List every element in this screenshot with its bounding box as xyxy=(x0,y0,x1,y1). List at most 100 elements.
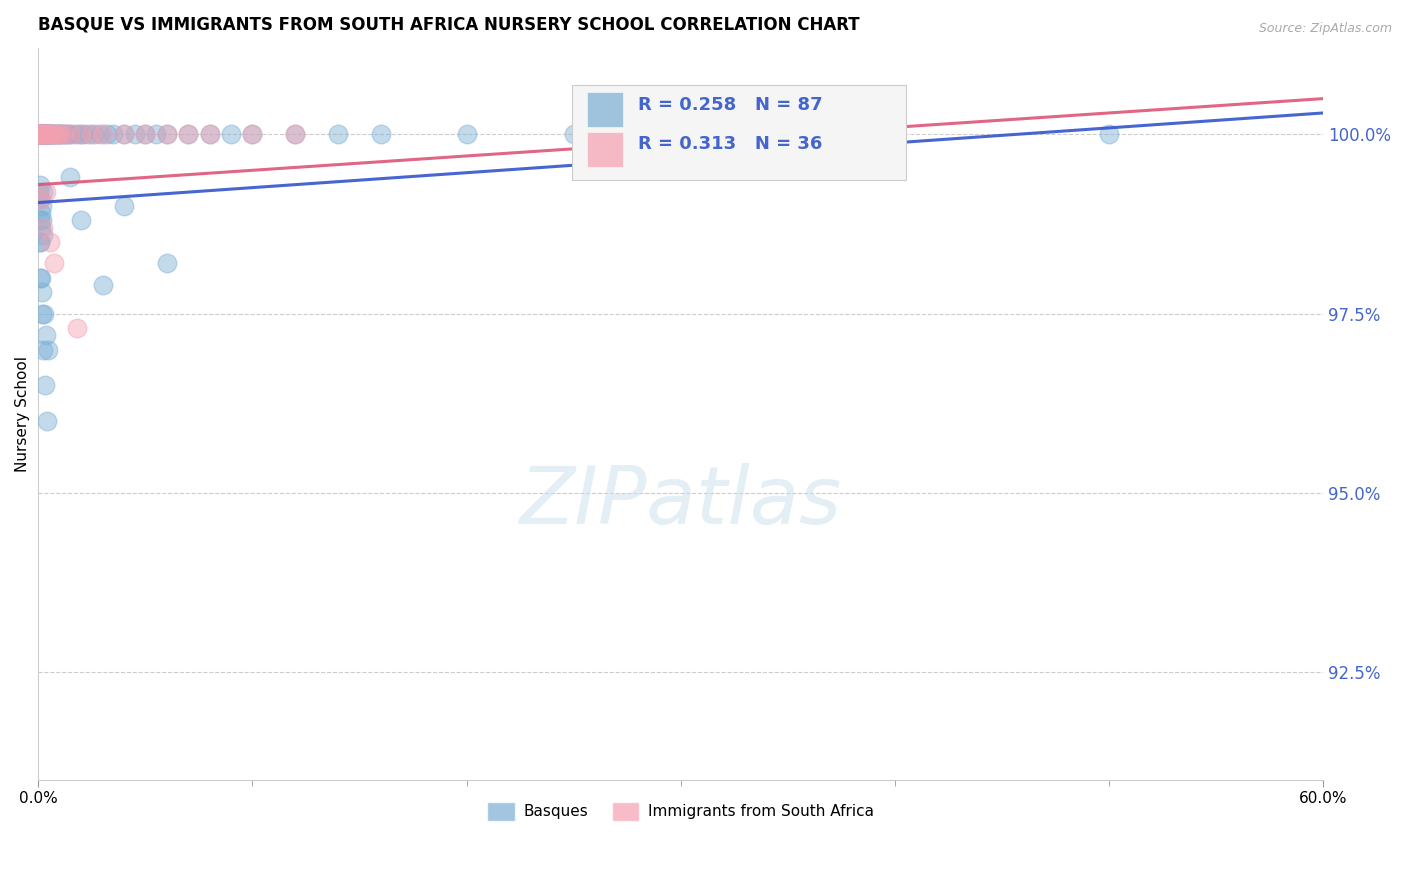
Point xyxy=(35,328,58,343)
Point xyxy=(28,213,51,227)
Point xyxy=(31,213,53,227)
Point xyxy=(42,128,65,142)
Point xyxy=(370,128,392,142)
Point xyxy=(91,128,114,142)
Point xyxy=(34,378,56,392)
Point xyxy=(30,128,52,142)
Point xyxy=(31,128,53,142)
Point xyxy=(284,128,307,142)
Point xyxy=(39,235,62,249)
Point xyxy=(177,128,200,142)
Point xyxy=(28,128,51,142)
Point xyxy=(34,128,56,142)
Point xyxy=(30,270,52,285)
Point xyxy=(35,128,58,142)
Point xyxy=(37,128,59,142)
Point xyxy=(28,128,51,142)
Point xyxy=(30,128,52,142)
Point xyxy=(51,128,73,142)
Bar xyxy=(586,132,623,167)
Point xyxy=(58,128,80,142)
Point xyxy=(198,128,221,142)
Point xyxy=(145,128,167,142)
Point xyxy=(70,128,93,142)
Point xyxy=(39,128,62,142)
Text: R = 0.313   N = 36: R = 0.313 N = 36 xyxy=(638,136,823,153)
Point xyxy=(103,128,125,142)
Point xyxy=(39,128,62,142)
Point xyxy=(198,128,221,142)
Point xyxy=(46,128,69,142)
Point xyxy=(242,128,264,142)
Point xyxy=(34,128,56,142)
Legend: Basques, Immigrants from South Africa: Basques, Immigrants from South Africa xyxy=(481,796,880,827)
Point xyxy=(30,235,52,249)
Point xyxy=(28,178,51,192)
Text: R = 0.258   N = 87: R = 0.258 N = 87 xyxy=(638,95,823,114)
Point xyxy=(112,199,135,213)
Point xyxy=(96,128,118,142)
Point xyxy=(53,128,76,142)
Text: BASQUE VS IMMIGRANTS FROM SOUTH AFRICA NURSERY SCHOOL CORRELATION CHART: BASQUE VS IMMIGRANTS FROM SOUTH AFRICA N… xyxy=(38,15,860,33)
Y-axis label: Nursery School: Nursery School xyxy=(15,356,30,472)
Point xyxy=(456,128,478,142)
Point xyxy=(124,128,146,142)
Point xyxy=(156,128,179,142)
Point xyxy=(44,128,66,142)
Point xyxy=(38,128,60,142)
Point xyxy=(59,170,82,185)
Point xyxy=(48,128,70,142)
Point xyxy=(80,128,103,142)
Point xyxy=(177,128,200,142)
Point xyxy=(112,128,135,142)
Point xyxy=(31,128,53,142)
Point xyxy=(35,414,58,428)
Point xyxy=(35,128,58,142)
Point xyxy=(37,343,59,357)
Point xyxy=(28,128,51,142)
Point xyxy=(67,128,90,142)
Point xyxy=(31,185,53,199)
Point xyxy=(28,235,51,249)
Point xyxy=(28,185,51,199)
Point xyxy=(32,128,55,142)
Point xyxy=(32,227,55,242)
Point xyxy=(31,128,53,142)
Point xyxy=(42,128,65,142)
Point xyxy=(32,128,55,142)
Point xyxy=(30,192,52,206)
Point xyxy=(48,128,70,142)
Bar xyxy=(571,85,905,180)
Point xyxy=(83,128,105,142)
Text: Source: ZipAtlas.com: Source: ZipAtlas.com xyxy=(1258,22,1392,36)
Point xyxy=(44,128,66,142)
Point xyxy=(31,199,53,213)
Point xyxy=(45,128,67,142)
Point xyxy=(59,128,82,142)
Point xyxy=(44,256,66,270)
Point xyxy=(31,128,53,142)
Point xyxy=(134,128,156,142)
Point xyxy=(32,343,55,357)
Point xyxy=(30,128,52,142)
Point xyxy=(31,285,53,300)
Point xyxy=(156,128,179,142)
Point xyxy=(38,128,60,142)
Point xyxy=(30,206,52,220)
Point xyxy=(66,321,89,335)
Point xyxy=(35,185,58,199)
Point xyxy=(41,128,63,142)
Point xyxy=(219,128,242,142)
Point xyxy=(562,128,585,142)
Point xyxy=(76,128,98,142)
Point xyxy=(28,128,51,142)
Point xyxy=(37,128,59,142)
Point xyxy=(32,128,55,142)
Point xyxy=(35,128,58,142)
Point xyxy=(35,128,58,142)
Point xyxy=(1098,128,1121,142)
Point xyxy=(134,128,156,142)
Point xyxy=(89,128,111,142)
Point xyxy=(34,128,56,142)
Point xyxy=(37,128,59,142)
